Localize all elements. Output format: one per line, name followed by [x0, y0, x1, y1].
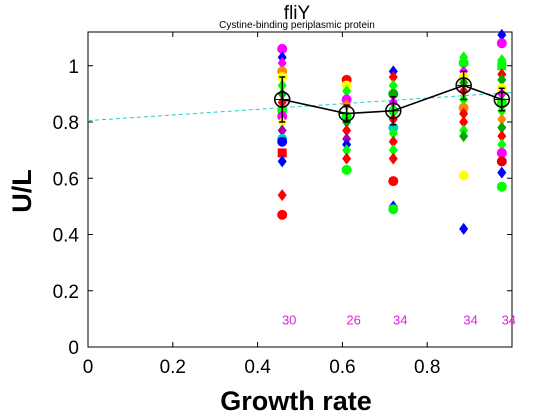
data-point-diamond [388, 144, 398, 157]
data-point-diamond [459, 222, 469, 235]
data-point-diamond [497, 113, 507, 126]
y-axis-label: U/L [7, 169, 37, 213]
x-axis-label: Growth rate [220, 386, 372, 416]
data-point-circle [496, 38, 507, 49]
data-point-diamond [388, 127, 398, 140]
fit-line [87, 91, 513, 122]
plot-area [87, 31, 513, 348]
data-point-diamond [388, 135, 398, 148]
sample-count-label: 34 [502, 313, 516, 328]
data-point-circle [341, 164, 352, 175]
data-point-diamond [388, 71, 398, 83]
sample-count-label: 30 [282, 313, 296, 328]
x-tick-label: 0.6 [329, 357, 355, 378]
y-tick-label: 0.6 [53, 169, 79, 190]
sample-count-label: 34 [463, 313, 477, 328]
data-point-circle [277, 43, 288, 54]
x-tick-label: 0.8 [414, 357, 440, 378]
data-point-diamond [342, 152, 352, 165]
data-point-diamond [277, 155, 287, 168]
y-tick-label: 0.8 [53, 113, 79, 134]
y-tick-label: 1 [68, 57, 79, 78]
y-tick-label: 0.4 [53, 226, 80, 247]
data-point-square [277, 148, 287, 158]
data-point-diamond [342, 144, 352, 157]
mean-series-layer [273, 70, 511, 126]
chart-subtitle: Cystine-binding periplasmic protein [219, 20, 375, 31]
data-point-diamond [459, 130, 469, 143]
data-point-diamond [277, 189, 287, 202]
data-point-circle [277, 209, 288, 220]
data-point-diamond [497, 166, 507, 179]
x-tick-label: 0.2 [160, 357, 186, 378]
data-point-diamond [497, 138, 507, 151]
data-point-diamond [497, 121, 507, 134]
data-point-diamond [342, 85, 352, 98]
data-point-circle [388, 176, 399, 187]
data-point-diamond [388, 152, 398, 165]
data-point-square [497, 61, 507, 71]
data-point-diamond [277, 124, 287, 137]
data-point-circle [496, 181, 507, 192]
x-tick-label: 0 [83, 357, 94, 378]
count-labels-layer: 30 26 34 34 34 [282, 313, 516, 328]
data-point-diamond [459, 116, 469, 128]
data-point-diamond [277, 56, 287, 69]
data-point-diamond [497, 130, 507, 143]
chart-title: fliY [284, 3, 311, 24]
data-point-circle [388, 204, 399, 215]
fit-line-layer [87, 91, 513, 122]
data-point-diamond [497, 73, 507, 86]
y-tick-label: 0 [68, 338, 79, 359]
data-point-circle [277, 136, 288, 147]
y-tick-label: 0.2 [53, 282, 79, 303]
axes-layer: 0 0.2 0.4 0.6 0.8 0 0.2 0.4 0.6 0.8 1 [53, 32, 512, 378]
data-point-circle [496, 156, 507, 167]
data-point-diamond [342, 124, 352, 137]
data-point-diamond [388, 79, 398, 92]
data-point-circle [496, 147, 507, 158]
sample-count-label: 26 [346, 313, 360, 328]
data-point-diamond [497, 28, 507, 41]
data-point-circle [458, 57, 469, 68]
data-point-diamond [459, 107, 469, 120]
x-tick-label: 0.4 [244, 357, 271, 378]
sample-count-label: 34 [393, 313, 407, 328]
data-point-circle [458, 170, 469, 181]
